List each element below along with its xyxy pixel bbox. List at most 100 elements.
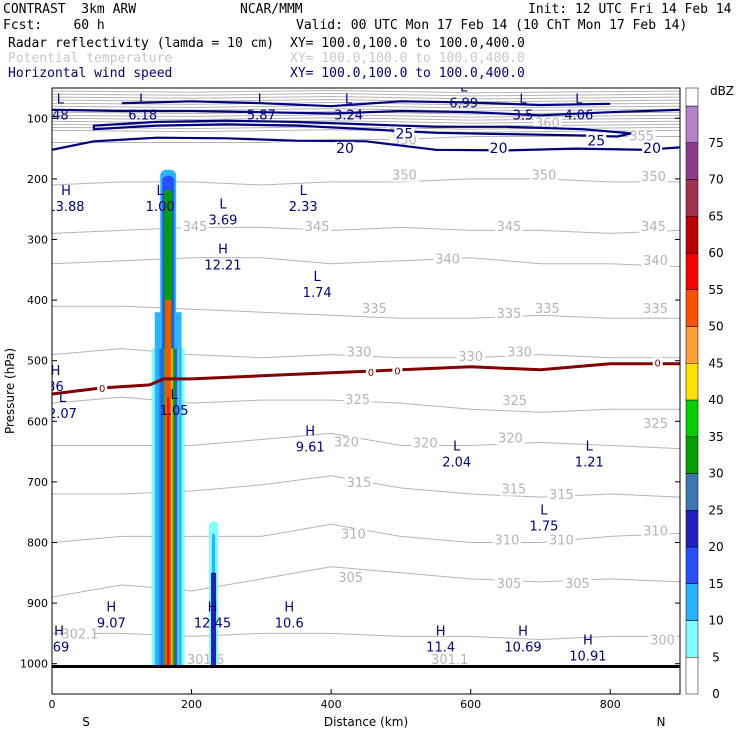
field-wind: Horizontal wind speed — [8, 66, 173, 81]
center-value: 3.5 — [513, 108, 534, 123]
center-value: 6.18 — [128, 108, 157, 123]
forecast-hour: Fcst: 60 h — [3, 18, 105, 33]
center-value: 5.87 — [247, 108, 276, 123]
theta-label: 335 — [362, 302, 387, 317]
center-value: 4.06 — [564, 108, 593, 123]
theta-label-bg — [496, 432, 525, 445]
theta-label: 330 — [458, 350, 483, 365]
theta-line-upper — [52, 95, 680, 100]
theta-label-bg — [499, 483, 528, 496]
refl-55 — [167, 397, 170, 667]
theta-line-upper — [52, 117, 680, 121]
theta-label: 320 — [413, 437, 438, 452]
y-tick-label: 600 — [27, 415, 48, 428]
center-value: 1.05 — [160, 404, 189, 419]
theta-label: 315 — [502, 483, 527, 498]
center-value: 12.45 — [194, 616, 231, 631]
freezing-label: 0 — [99, 384, 105, 395]
y-tick-label: 900 — [27, 597, 48, 610]
colorbar-swatch — [685, 179, 699, 217]
colorbar-swatch — [685, 105, 699, 143]
center-value: 2.07 — [48, 407, 77, 422]
colorbar-label: 20 — [708, 540, 723, 554]
center-marker: H — [218, 243, 228, 258]
theta-label-bg — [641, 303, 670, 316]
colorbar-label: 35 — [708, 430, 723, 444]
colorbar-swatch — [685, 289, 699, 327]
colorbar-swatch — [685, 546, 699, 584]
wind-label: 25 — [395, 126, 413, 142]
theta-label-bg — [547, 534, 576, 547]
theta-label: 335 — [497, 307, 522, 322]
wind-label-bg — [586, 134, 607, 147]
theta-label: 315 — [549, 488, 574, 503]
refl-cell-20 — [211, 572, 217, 667]
center-marker: H — [305, 425, 315, 440]
center-marker: L — [519, 92, 527, 107]
theta-label-bg — [495, 221, 524, 234]
valid-time: Valid: 00 UTC Mon 17 Feb 14 (10 ChT Mon … — [296, 18, 688, 33]
theta-label-bg — [505, 346, 534, 359]
theta-label: 350 — [532, 169, 557, 184]
theta-label: 345 — [305, 220, 330, 235]
theta-label: 345 — [497, 220, 522, 235]
x-tick-label: 0 — [49, 698, 56, 711]
freezing-label: 0 — [368, 368, 374, 379]
freezing-line — [52, 362, 680, 396]
plot-background — [52, 88, 680, 694]
theta-label-bg — [339, 528, 368, 541]
y-tick-label: 1000 — [20, 658, 48, 671]
theta-label: 305 — [497, 577, 522, 592]
terrain-surface — [52, 665, 680, 668]
center-value: 9.61 — [296, 441, 325, 456]
theta-label: 350 — [392, 169, 417, 184]
y-tick-label: 500 — [27, 355, 48, 368]
center-marker: H — [284, 600, 294, 615]
x-tick-label: 800 — [600, 698, 621, 711]
colorbar-top-cap — [685, 87, 699, 107]
wind-label: 25 — [587, 134, 605, 150]
center-title: NCAR/MMM — [240, 2, 303, 17]
theta-label-bg — [495, 307, 524, 320]
freezing-label-bg — [392, 365, 403, 376]
center-marker: L — [59, 391, 67, 406]
colorbar-unit: dBZ — [710, 84, 734, 98]
theta-label: 345 — [183, 220, 208, 235]
theta-label-bg — [360, 303, 389, 316]
theta-label-bg — [641, 255, 670, 268]
center-marker: L — [300, 184, 308, 199]
center-marker: L — [170, 388, 178, 403]
theta-label-bg — [495, 578, 524, 591]
center-marker: H — [436, 625, 446, 640]
center-marker: L — [314, 270, 322, 285]
wind-label: 20 — [336, 141, 354, 157]
center-marker: H — [583, 634, 593, 649]
center-value: 11.4 — [426, 641, 455, 656]
colorbar-label: 55 — [708, 283, 723, 297]
center-marker: L — [460, 80, 468, 95]
theta-label: 310 — [643, 524, 668, 539]
theta-label: 335 — [535, 302, 560, 317]
theta-label-bg — [641, 418, 670, 431]
x-tick-label: 400 — [321, 698, 342, 711]
wind-contour — [52, 136, 680, 152]
theta-contour — [52, 257, 680, 268]
init-time: Init: 12 UTC Fri 14 Feb 14 — [528, 2, 732, 17]
x-tick-label: 600 — [460, 698, 481, 711]
center-value: 1.00 — [146, 200, 175, 215]
wind-label-bg — [335, 141, 356, 154]
center-marker: L — [453, 440, 461, 455]
center-value: 36 — [47, 380, 64, 395]
freezing-label: 0 — [654, 359, 660, 370]
theta-line-upper — [52, 92, 680, 97]
x-tick-label: 200 — [181, 698, 202, 711]
center-marker: H — [54, 625, 64, 640]
center-marker: L — [157, 184, 165, 199]
center-marker: L — [575, 92, 583, 107]
center-value: 1.75 — [529, 519, 558, 534]
center-marker: H — [51, 364, 61, 379]
colorbar-label: 30 — [708, 467, 723, 481]
center-value: 1.21 — [575, 456, 604, 471]
